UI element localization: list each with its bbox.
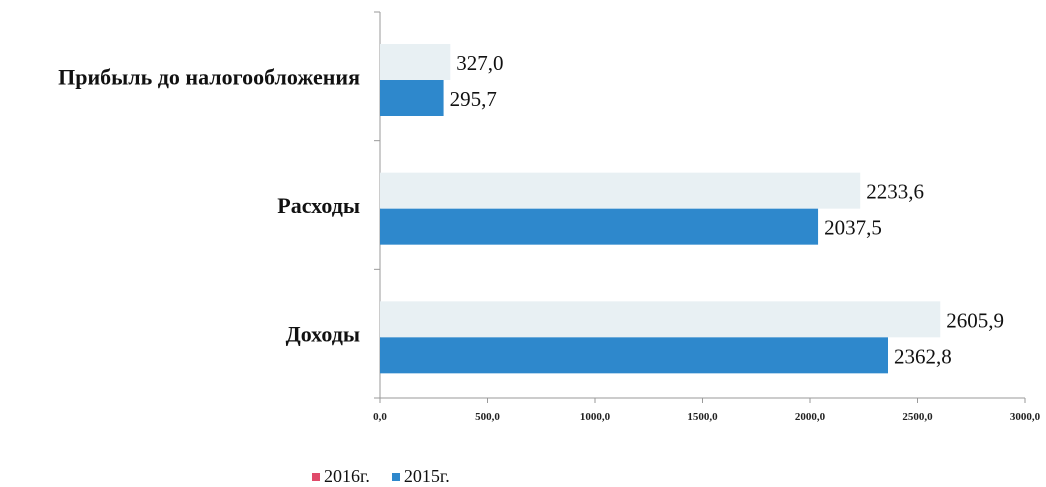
bar-2016 — [380, 172, 861, 209]
data-label: 2233,6 — [866, 180, 924, 204]
chart-legend: 2016г. 2015г. — [312, 466, 450, 487]
data-label: 2037,5 — [824, 216, 882, 240]
category-label: Прибыль до налогообложения — [58, 64, 360, 89]
x-tick-label: 0,0 — [373, 411, 387, 423]
legend-item-2016: 2016г. — [312, 466, 370, 487]
legend-label-2015: 2015г. — [403, 466, 450, 486]
legend-swatch-2015 — [391, 472, 400, 481]
legend-item-2015: 2015г. — [391, 466, 450, 487]
data-label: 327,0 — [456, 51, 503, 75]
x-tick-label: 500,0 — [475, 411, 500, 423]
data-label: 2605,9 — [946, 308, 1004, 332]
x-tick-label: 3000,0 — [1010, 411, 1041, 423]
bar-2015 — [380, 337, 889, 374]
bar-chart: 0,0 500,0 1000,0 1500,0 2000,0 2500,0 3000,0 Пр… — [58, 11, 1041, 423]
x-tick-label: 1500,0 — [687, 411, 718, 423]
legend-swatch-2016 — [312, 472, 320, 481]
category-label: Расходы — [277, 193, 360, 218]
x-tick-label: 2000,0 — [795, 411, 826, 423]
x-tick-label: 2500,0 — [902, 411, 933, 423]
category-label: Доходы — [286, 322, 360, 347]
bar-2016 — [380, 301, 941, 338]
legend-label-2016: 2016г. — [324, 466, 370, 486]
bar-2015 — [380, 80, 444, 116]
x-tick-label: 1000,0 — [580, 411, 611, 423]
bar-2015 — [380, 208, 819, 245]
data-label: 295,7 — [450, 87, 497, 111]
data-label: 2362,8 — [894, 344, 952, 368]
bar-2016 — [380, 44, 451, 80]
